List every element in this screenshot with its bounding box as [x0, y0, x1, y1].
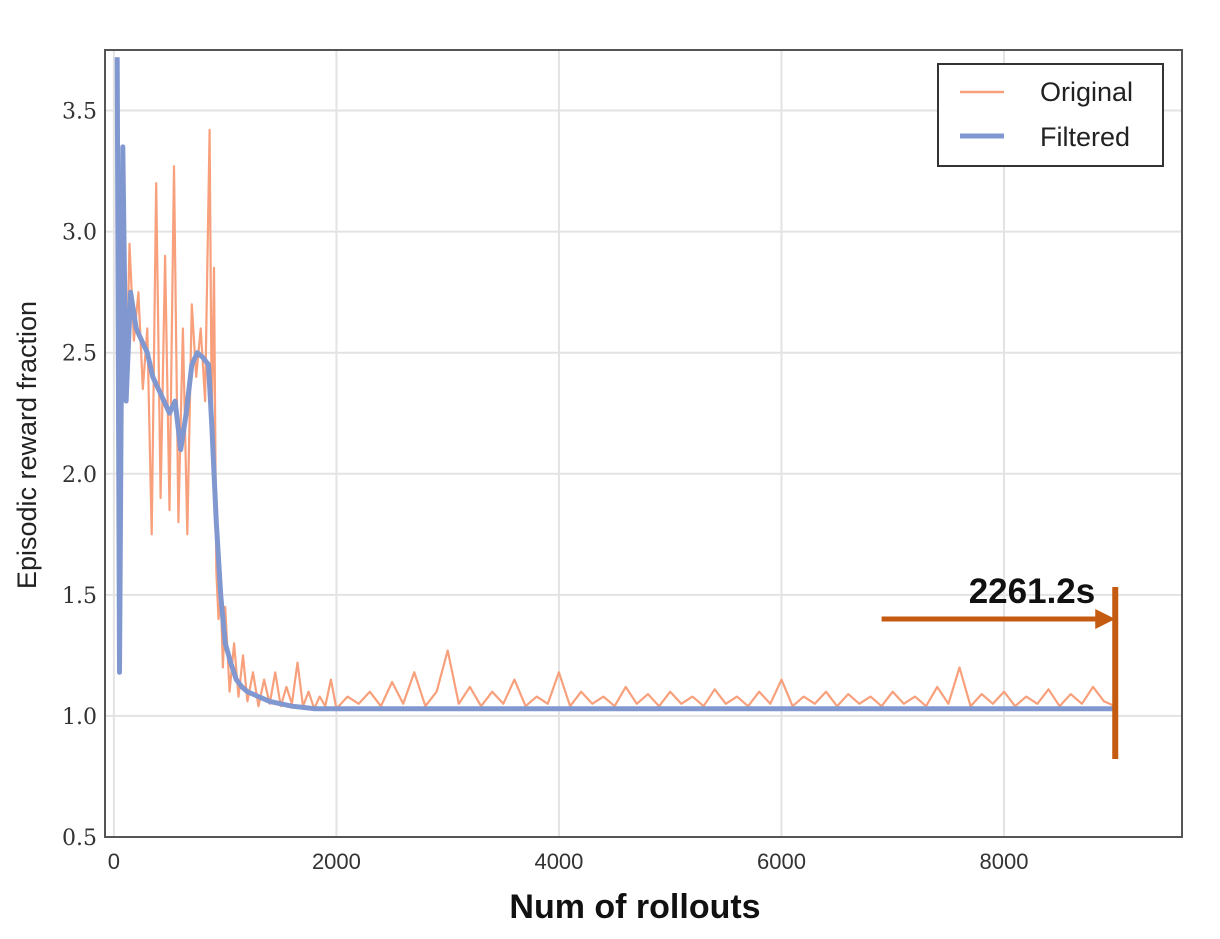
legend-label-original: Original — [1040, 77, 1133, 107]
series-line-original — [116, 57, 1116, 710]
plot-frame — [104, 49, 1183, 838]
legend-box — [937, 63, 1164, 167]
x-tick-label: 2000 — [312, 849, 361, 874]
y-axis-label: Episodic reward fraction — [12, 301, 42, 589]
annotation-text: 2261.2s — [969, 572, 1096, 611]
x-tick-label: 4000 — [534, 849, 583, 874]
x-tick-label: 8000 — [980, 849, 1029, 874]
y-tick-label: 2.0 — [62, 463, 97, 488]
legend-label-filtered: Filtered — [1040, 122, 1130, 152]
y-tick-label: 3.0 — [62, 221, 97, 246]
plot-background — [105, 50, 1182, 837]
y-tick-label: 1.5 — [62, 584, 97, 609]
series-layer — [114, 57, 1116, 712]
series-line-filtered — [114, 57, 1116, 712]
ticks-layer: 0 2000 4000 6000 8000 0.5 1.0 1.5 2.0 2.5 3.0 3.5 — [62, 100, 1028, 874]
annotation-arrow-head — [1095, 609, 1116, 630]
annotation-layer: 2261.2s — [881, 572, 1119, 760]
x-tick-label: 0 — [108, 849, 120, 874]
y-tick-label: 0.5 — [62, 826, 97, 851]
x-tick-label: 6000 — [757, 849, 806, 874]
y-tick-label: 2.5 — [62, 342, 97, 367]
y-tick-label: 1.0 — [62, 705, 97, 730]
x-axis-label: Num of rollouts — [509, 888, 760, 926]
y-tick-label: 3.5 — [62, 100, 97, 125]
legend: Original Filtered — [937, 63, 1164, 167]
